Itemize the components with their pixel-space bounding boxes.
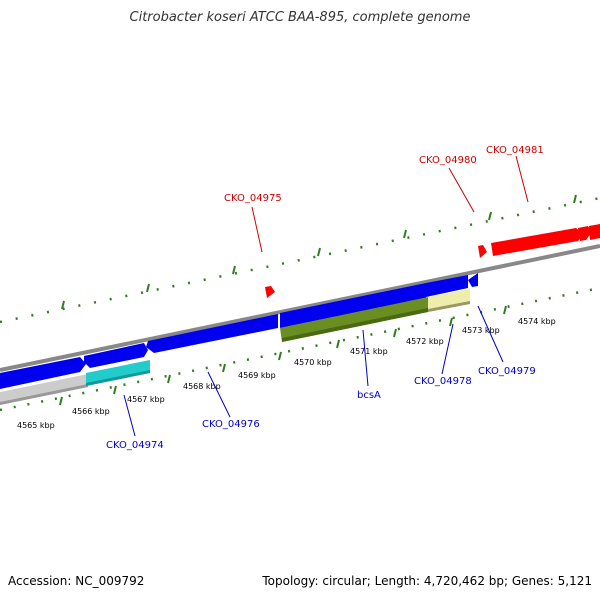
tick-label: 4573 kbp bbox=[462, 326, 500, 335]
tick-label: 4569 kbp bbox=[238, 371, 276, 380]
gene-reverse-segment-5[interactable] bbox=[426, 275, 468, 297]
forward-genes bbox=[265, 224, 600, 298]
genome-backbone bbox=[0, 244, 600, 372]
tick-label: 4568 kbp bbox=[183, 382, 221, 391]
kbp-tick-labels: 4565 kbp 4566 kbp 4567 kbp 4568 kbp 4569… bbox=[17, 317, 556, 430]
gene-reverse-segment-1[interactable] bbox=[0, 357, 86, 389]
reverse-genes bbox=[0, 273, 478, 389]
gene-label-cko-04976[interactable]: CKO_04976 bbox=[202, 419, 260, 430]
accession-text: Accession: NC_009792 bbox=[8, 574, 145, 588]
map-title: Citrobacter koseri ATCC BAA-895, complet… bbox=[129, 10, 471, 25]
tick-label: 4565 kbp bbox=[17, 421, 55, 430]
tick-label: 4567 kbp bbox=[127, 395, 165, 404]
feature-olive[interactable] bbox=[280, 297, 428, 342]
tick-label: 4570 kbp bbox=[294, 358, 332, 367]
feature-pale[interactable] bbox=[428, 289, 470, 312]
tick-label: 4574 kbp bbox=[518, 317, 556, 326]
tick-label: 4571 kbp bbox=[350, 347, 388, 356]
gene-label-cko-04981[interactable]: CKO_04981 bbox=[486, 145, 544, 156]
tick-label: 4572 kbp bbox=[406, 337, 444, 346]
tick-label: 4566 kbp bbox=[72, 407, 110, 416]
gene-cko-04981b-arrow[interactable] bbox=[578, 226, 592, 241]
feature-cyan-shadow bbox=[86, 370, 150, 386]
gene-reverse-segment-4[interactable] bbox=[280, 283, 426, 328]
feature-cyan[interactable] bbox=[86, 360, 150, 386]
gene-reverse-segment-3[interactable] bbox=[146, 314, 278, 353]
feature-bars bbox=[0, 289, 470, 405]
gene-reverse-segment-6[interactable] bbox=[468, 273, 478, 287]
feature-pale-shadow bbox=[428, 301, 470, 312]
gene-reverse-segment-2[interactable] bbox=[84, 343, 148, 368]
feature-gray-shadow bbox=[0, 384, 88, 405]
forward-callouts: CKO_04975 CKO_04980 CKO_04981 bbox=[224, 145, 544, 253]
reverse-tick-ring bbox=[0, 286, 600, 412]
gene-label-cko-04979[interactable]: CKO_04979 bbox=[478, 366, 536, 377]
gene-label-bcsa[interactable]: bcsA bbox=[357, 390, 381, 401]
gene-cko-04981-arrow[interactable] bbox=[491, 228, 584, 256]
gene-cko-04980-arrow[interactable] bbox=[478, 245, 487, 258]
gene-label-cko-04980[interactable]: CKO_04980 bbox=[419, 155, 477, 166]
forward-tick-ring bbox=[0, 194, 600, 324]
gene-label-cko-04978[interactable]: CKO_04978 bbox=[414, 376, 472, 387]
gene-label-cko-04975[interactable]: CKO_04975 bbox=[224, 193, 282, 204]
gene-forward-edge-arrow[interactable] bbox=[589, 224, 600, 240]
gene-label-cko-04974[interactable]: CKO_04974 bbox=[106, 440, 164, 451]
feature-gray[interactable] bbox=[0, 374, 88, 405]
genome-info-text: Topology: circular; Length: 4,720,462 bp… bbox=[262, 574, 592, 588]
gene-cko-04975-arrow[interactable] bbox=[265, 286, 275, 298]
feature-olive-shadow bbox=[282, 308, 428, 342]
reverse-callouts: CKO_04974 CKO_04976 bcsA CKO_04978 CKO_0… bbox=[106, 305, 536, 451]
